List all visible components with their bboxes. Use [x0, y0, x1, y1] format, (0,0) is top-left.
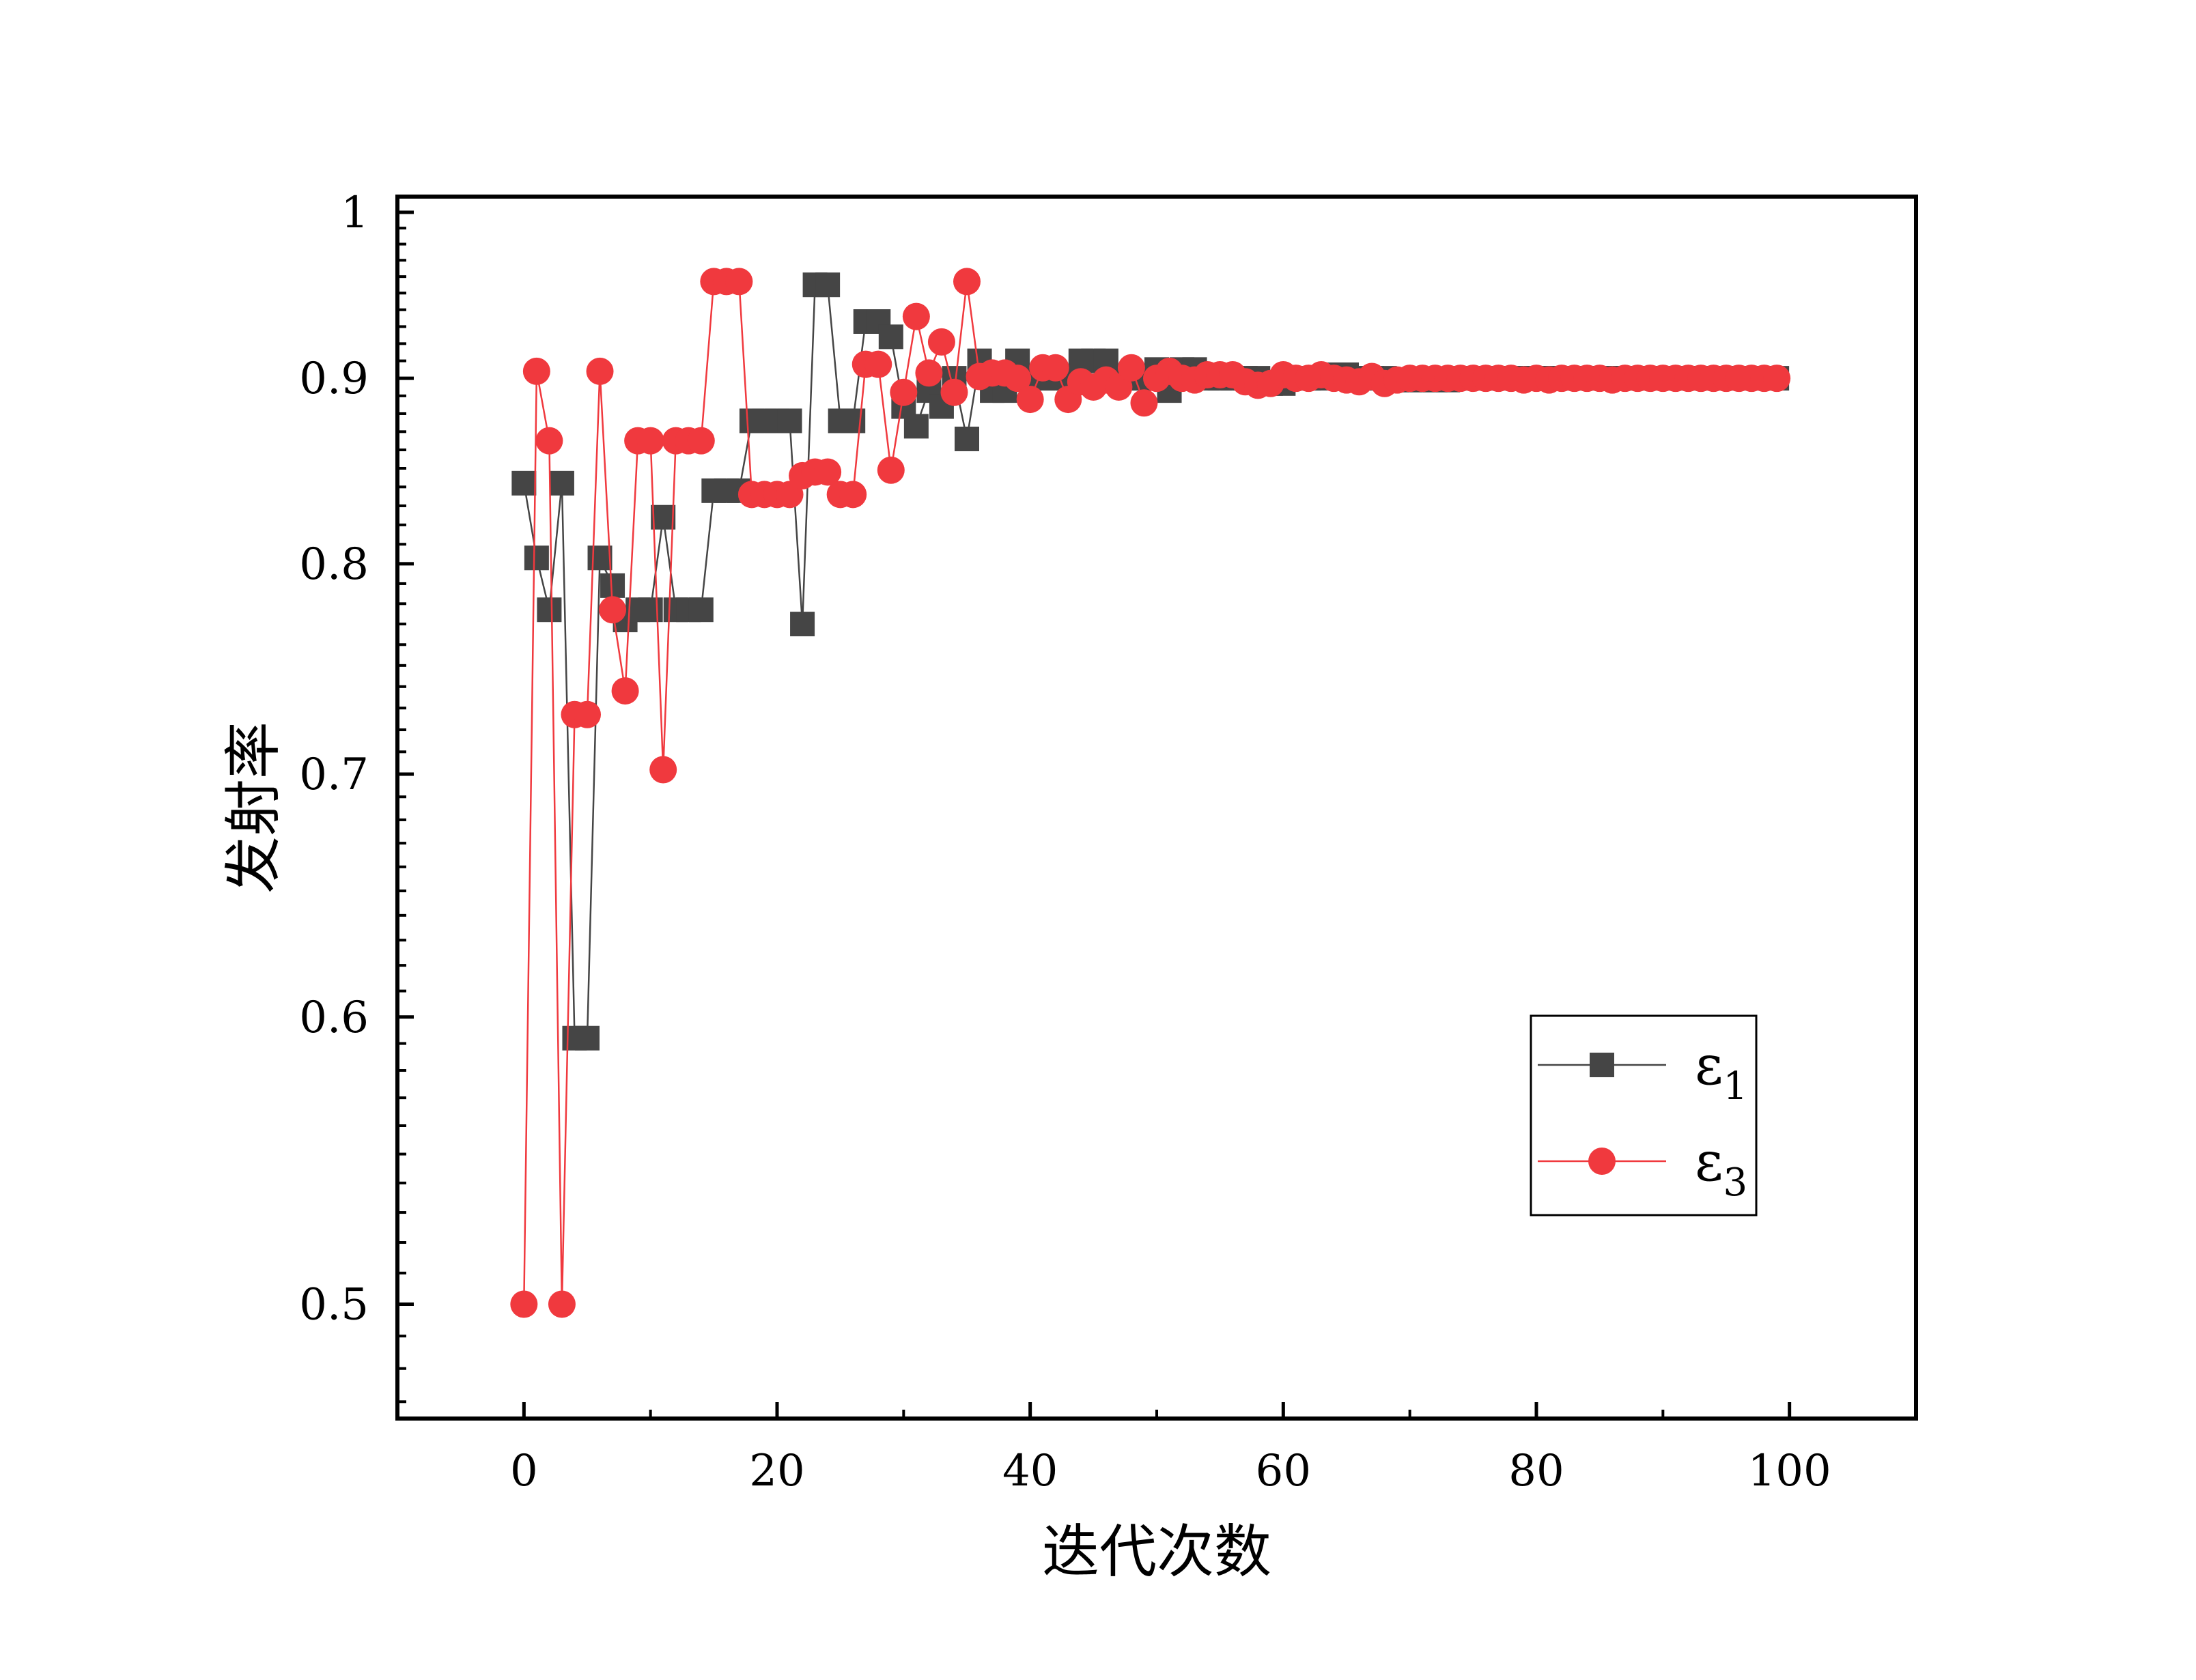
data-point: [524, 545, 549, 570]
data-point: [588, 545, 613, 570]
x-tick-label: 20: [749, 1446, 804, 1496]
x-axis-title: 迭代次数: [1042, 1518, 1271, 1585]
data-point: [535, 427, 563, 455]
data-point: [638, 597, 663, 622]
y-tick-label: 0.9: [299, 354, 369, 404]
data-point: [587, 358, 614, 385]
x-tick-label: 60: [1256, 1446, 1311, 1496]
data-point: [1118, 354, 1145, 382]
data-point: [915, 359, 942, 386]
x-tick-label: 0: [510, 1446, 538, 1496]
y-tick-label: 0.7: [299, 750, 369, 800]
data-point: [890, 379, 917, 406]
data-point: [548, 1291, 576, 1318]
legend-label-subscript: 3: [1723, 1161, 1747, 1205]
data-point: [940, 379, 968, 406]
data-point: [574, 701, 601, 728]
data-point: [877, 457, 905, 484]
data-point: [649, 756, 677, 783]
legend-marker: [1590, 1053, 1614, 1077]
y-tick-label: 0.8: [299, 539, 369, 590]
data-point: [790, 612, 815, 636]
data-point: [550, 471, 574, 496]
data-point: [904, 414, 929, 438]
x-tick-label: 80: [1508, 1446, 1564, 1496]
data-point: [1017, 386, 1044, 413]
data-point: [612, 677, 639, 704]
legend-marker: [1588, 1148, 1616, 1175]
data-point: [953, 268, 981, 295]
data-point: [1130, 389, 1157, 416]
data-point: [815, 272, 840, 297]
data-point: [903, 303, 930, 330]
y-tick-label: 0.6: [299, 993, 369, 1043]
data-point: [725, 268, 752, 295]
data-point: [537, 597, 561, 622]
data-point: [637, 427, 664, 455]
data-point: [928, 328, 955, 356]
data-point: [523, 358, 550, 385]
legend-label-symbol: ε: [1695, 1034, 1723, 1097]
data-point: [1763, 365, 1790, 392]
legend-label-symbol: ε: [1695, 1130, 1723, 1193]
data-point: [689, 597, 714, 622]
data-point: [688, 427, 715, 455]
data-point: [778, 408, 802, 433]
y-tick-label: 0.5: [299, 1280, 369, 1330]
data-point: [864, 351, 892, 378]
data-point: [599, 596, 626, 623]
data-point: [510, 1291, 537, 1318]
data-point: [1042, 354, 1069, 382]
y-tick-label: 1: [341, 188, 369, 238]
y-axis-title: 发射率: [220, 722, 287, 894]
data-point: [955, 427, 979, 451]
x-tick-label: 100: [1748, 1446, 1831, 1496]
data-point: [879, 324, 903, 349]
data-point: [511, 471, 536, 496]
data-point: [839, 481, 867, 508]
x-tick-label: 40: [1002, 1446, 1058, 1496]
legend-label-subscript: 1: [1723, 1064, 1747, 1109]
data-point: [575, 1026, 600, 1051]
